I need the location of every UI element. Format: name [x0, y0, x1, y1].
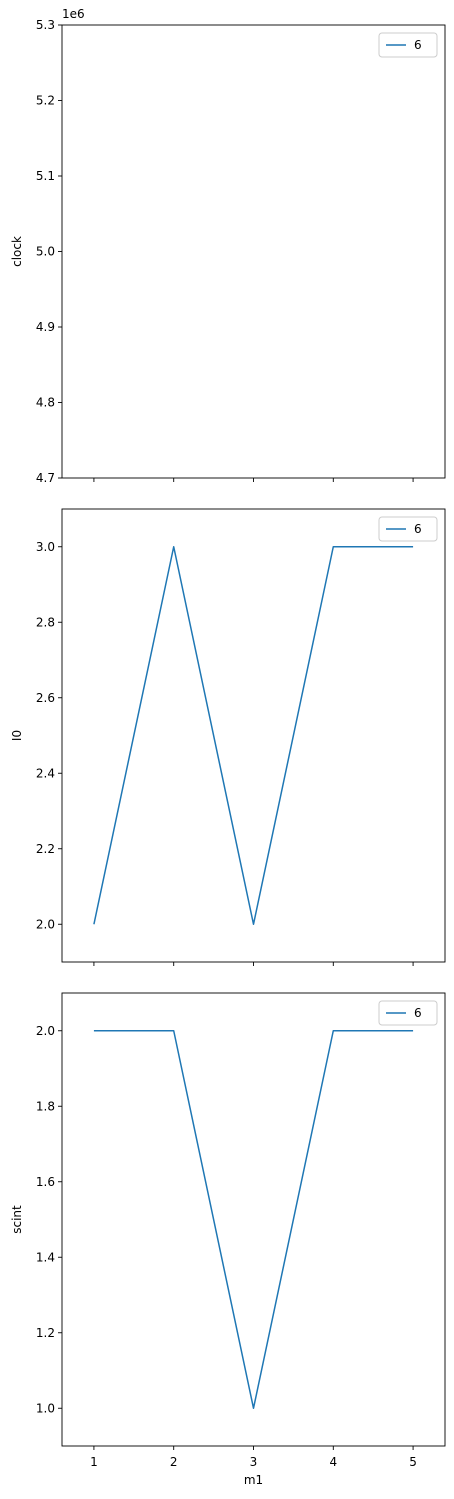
legend: 6: [378, 1000, 438, 1026]
series-line-1: [93, 546, 414, 925]
y-tick-label: 2.0: [36, 1024, 55, 1038]
y-tick-label: 2.4: [36, 766, 55, 780]
axes-frame: [61, 508, 446, 963]
x-tick-label: 2: [170, 1455, 178, 1469]
x-tick-label: 1: [90, 1455, 98, 1469]
y-tick-label: 1.4: [36, 1250, 55, 1264]
x-tick-label: 3: [250, 1455, 258, 1469]
y-tick-label: 1.8: [36, 1099, 55, 1113]
y-tick-label: 3.0: [36, 540, 55, 554]
legend-label: 6: [414, 38, 422, 52]
x-axis-label: m1: [244, 1473, 263, 1487]
y-tick-label: 1.0: [36, 1401, 55, 1415]
y-tick-label: 2.2: [36, 842, 55, 856]
y-axis-label: I0: [10, 730, 24, 741]
y-tick-label: 5.3: [36, 18, 55, 32]
y-tick-label: 4.9: [36, 320, 55, 334]
y-tick-label: 4.8: [36, 396, 55, 410]
y-axis-label: clock: [10, 236, 24, 267]
legend: 6: [378, 32, 438, 58]
legend: 6: [378, 516, 438, 542]
legend-label: 6: [414, 522, 422, 536]
x-tick-label: 5: [409, 1455, 417, 1469]
y-tick-label: 2.6: [36, 691, 55, 705]
legend-box: [378, 1000, 438, 1026]
y-tick-label: 5.1: [36, 169, 55, 183]
subplot-2: 2.0 2.2 2.4 2.6 2.8 3.0 I0 6: [10, 508, 446, 966]
subplot-3: 1.0 1.2 1.4 1.6 1.8 2.0 1 2 3 4 5 scint m1 6: [10, 992, 446, 1487]
legend-label: 6: [414, 1006, 422, 1020]
legend-box: [378, 32, 438, 58]
y-tick-label: 4.7: [36, 471, 55, 485]
axes-frame: [61, 992, 446, 1447]
series-line-1: [93, 1030, 414, 1409]
subplot-1: 4.7 4.8 4.9 5.0 5.1 5.2 5.3 clock 1e6 6: [10, 7, 446, 485]
y-tick-label: 5.2: [36, 94, 55, 108]
x-tick-label: 4: [329, 1455, 337, 1469]
axes-frame: [61, 24, 446, 479]
y-axis-label: scint: [10, 1205, 24, 1234]
axis-offset-label: 1e6: [62, 7, 85, 21]
y-tick-label: 1.6: [36, 1175, 55, 1189]
legend-box: [378, 516, 438, 542]
y-tick-label: 2.8: [36, 615, 55, 629]
y-tick-label: 2.0: [36, 917, 55, 931]
y-tick-label: 1.2: [36, 1326, 55, 1340]
y-tick-label: 5.0: [36, 245, 55, 259]
